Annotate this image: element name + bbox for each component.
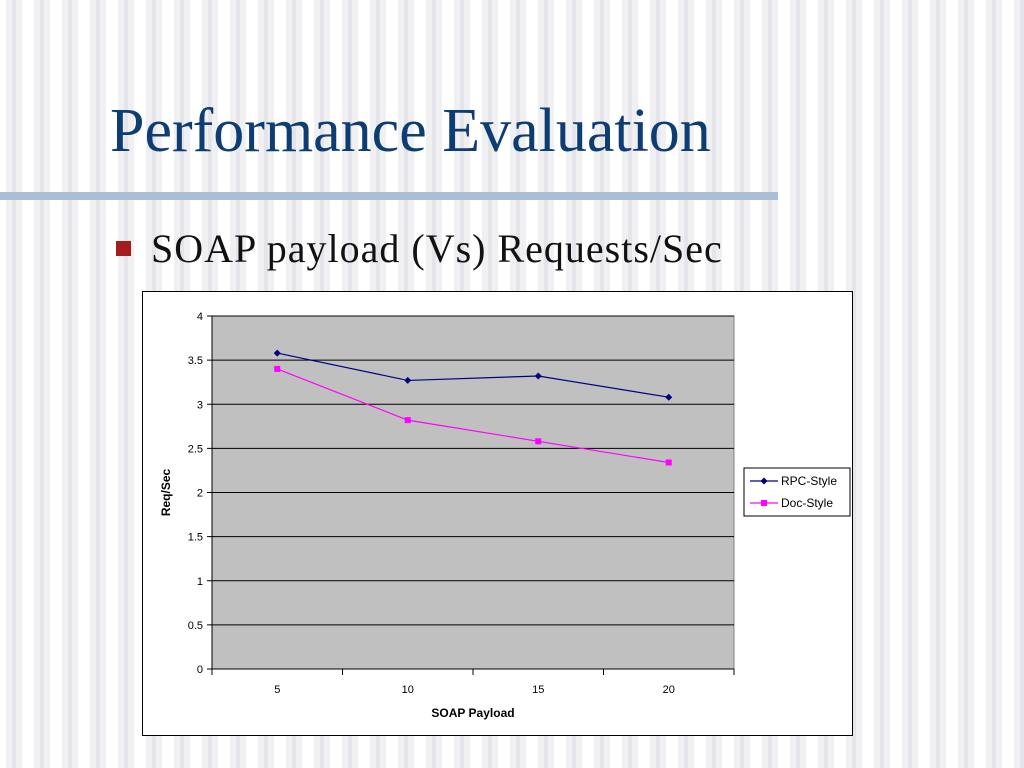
legend-label: Doc-Style xyxy=(781,496,833,510)
data-point-doc-style xyxy=(665,459,672,466)
bullet-item: SOAP payload (Vs) Requests/Sec xyxy=(116,224,723,272)
x-tick-label: 15 xyxy=(532,684,544,696)
series-line-rpc-style xyxy=(277,352,669,398)
legend-box xyxy=(743,467,851,517)
y-tick-label: 1 xyxy=(197,576,203,588)
y-tick-label: 3.5 xyxy=(188,355,203,367)
x-tick-label: 5 xyxy=(274,684,280,696)
square-bullet-icon xyxy=(116,240,131,256)
x-axis-title: SOAP Payload xyxy=(431,706,514,720)
legend-label: RPC-Style xyxy=(781,474,837,488)
y-tick-label: 0 xyxy=(197,664,203,676)
series-line-doc-style xyxy=(277,368,669,464)
legend-marker xyxy=(760,477,768,485)
x-tick-label: 10 xyxy=(402,684,414,696)
chart-frame: 0 0.5 1 1.5 2 2.5 3 3.5 4 5 10 15 20 SOAP Payload Req/… xyxy=(142,291,853,736)
y-tick-label: 3 xyxy=(197,399,203,411)
data-point-rpc-style xyxy=(404,376,412,384)
data-point-doc-style xyxy=(535,438,542,445)
legend-marker xyxy=(761,500,767,506)
y-axis-title: Req/Sec xyxy=(159,468,173,516)
x-tick-label: 20 xyxy=(663,684,675,696)
line-chart: 0 0.5 1 1.5 2 2.5 3 3.5 4 5 10 15 20 SOAP Payload Req/… xyxy=(159,311,851,720)
y-tick-label: 2.5 xyxy=(188,443,203,455)
y-tick-label: 0.5 xyxy=(188,620,203,632)
title-divider xyxy=(0,192,778,200)
y-tick-label: 2 xyxy=(197,488,203,500)
y-tick-label: 1.5 xyxy=(188,532,203,544)
data-point-rpc-style xyxy=(534,372,542,380)
slide-title: Performance Evaluation xyxy=(110,97,711,165)
data-point-rpc-style xyxy=(273,349,281,357)
data-point-doc-style xyxy=(404,417,411,424)
y-tick-label: 4 xyxy=(197,311,203,323)
data-point-rpc-style xyxy=(665,393,673,401)
data-point-doc-style xyxy=(274,365,281,372)
bullet-text: SOAP payload (Vs) Requests/Sec xyxy=(151,225,723,271)
